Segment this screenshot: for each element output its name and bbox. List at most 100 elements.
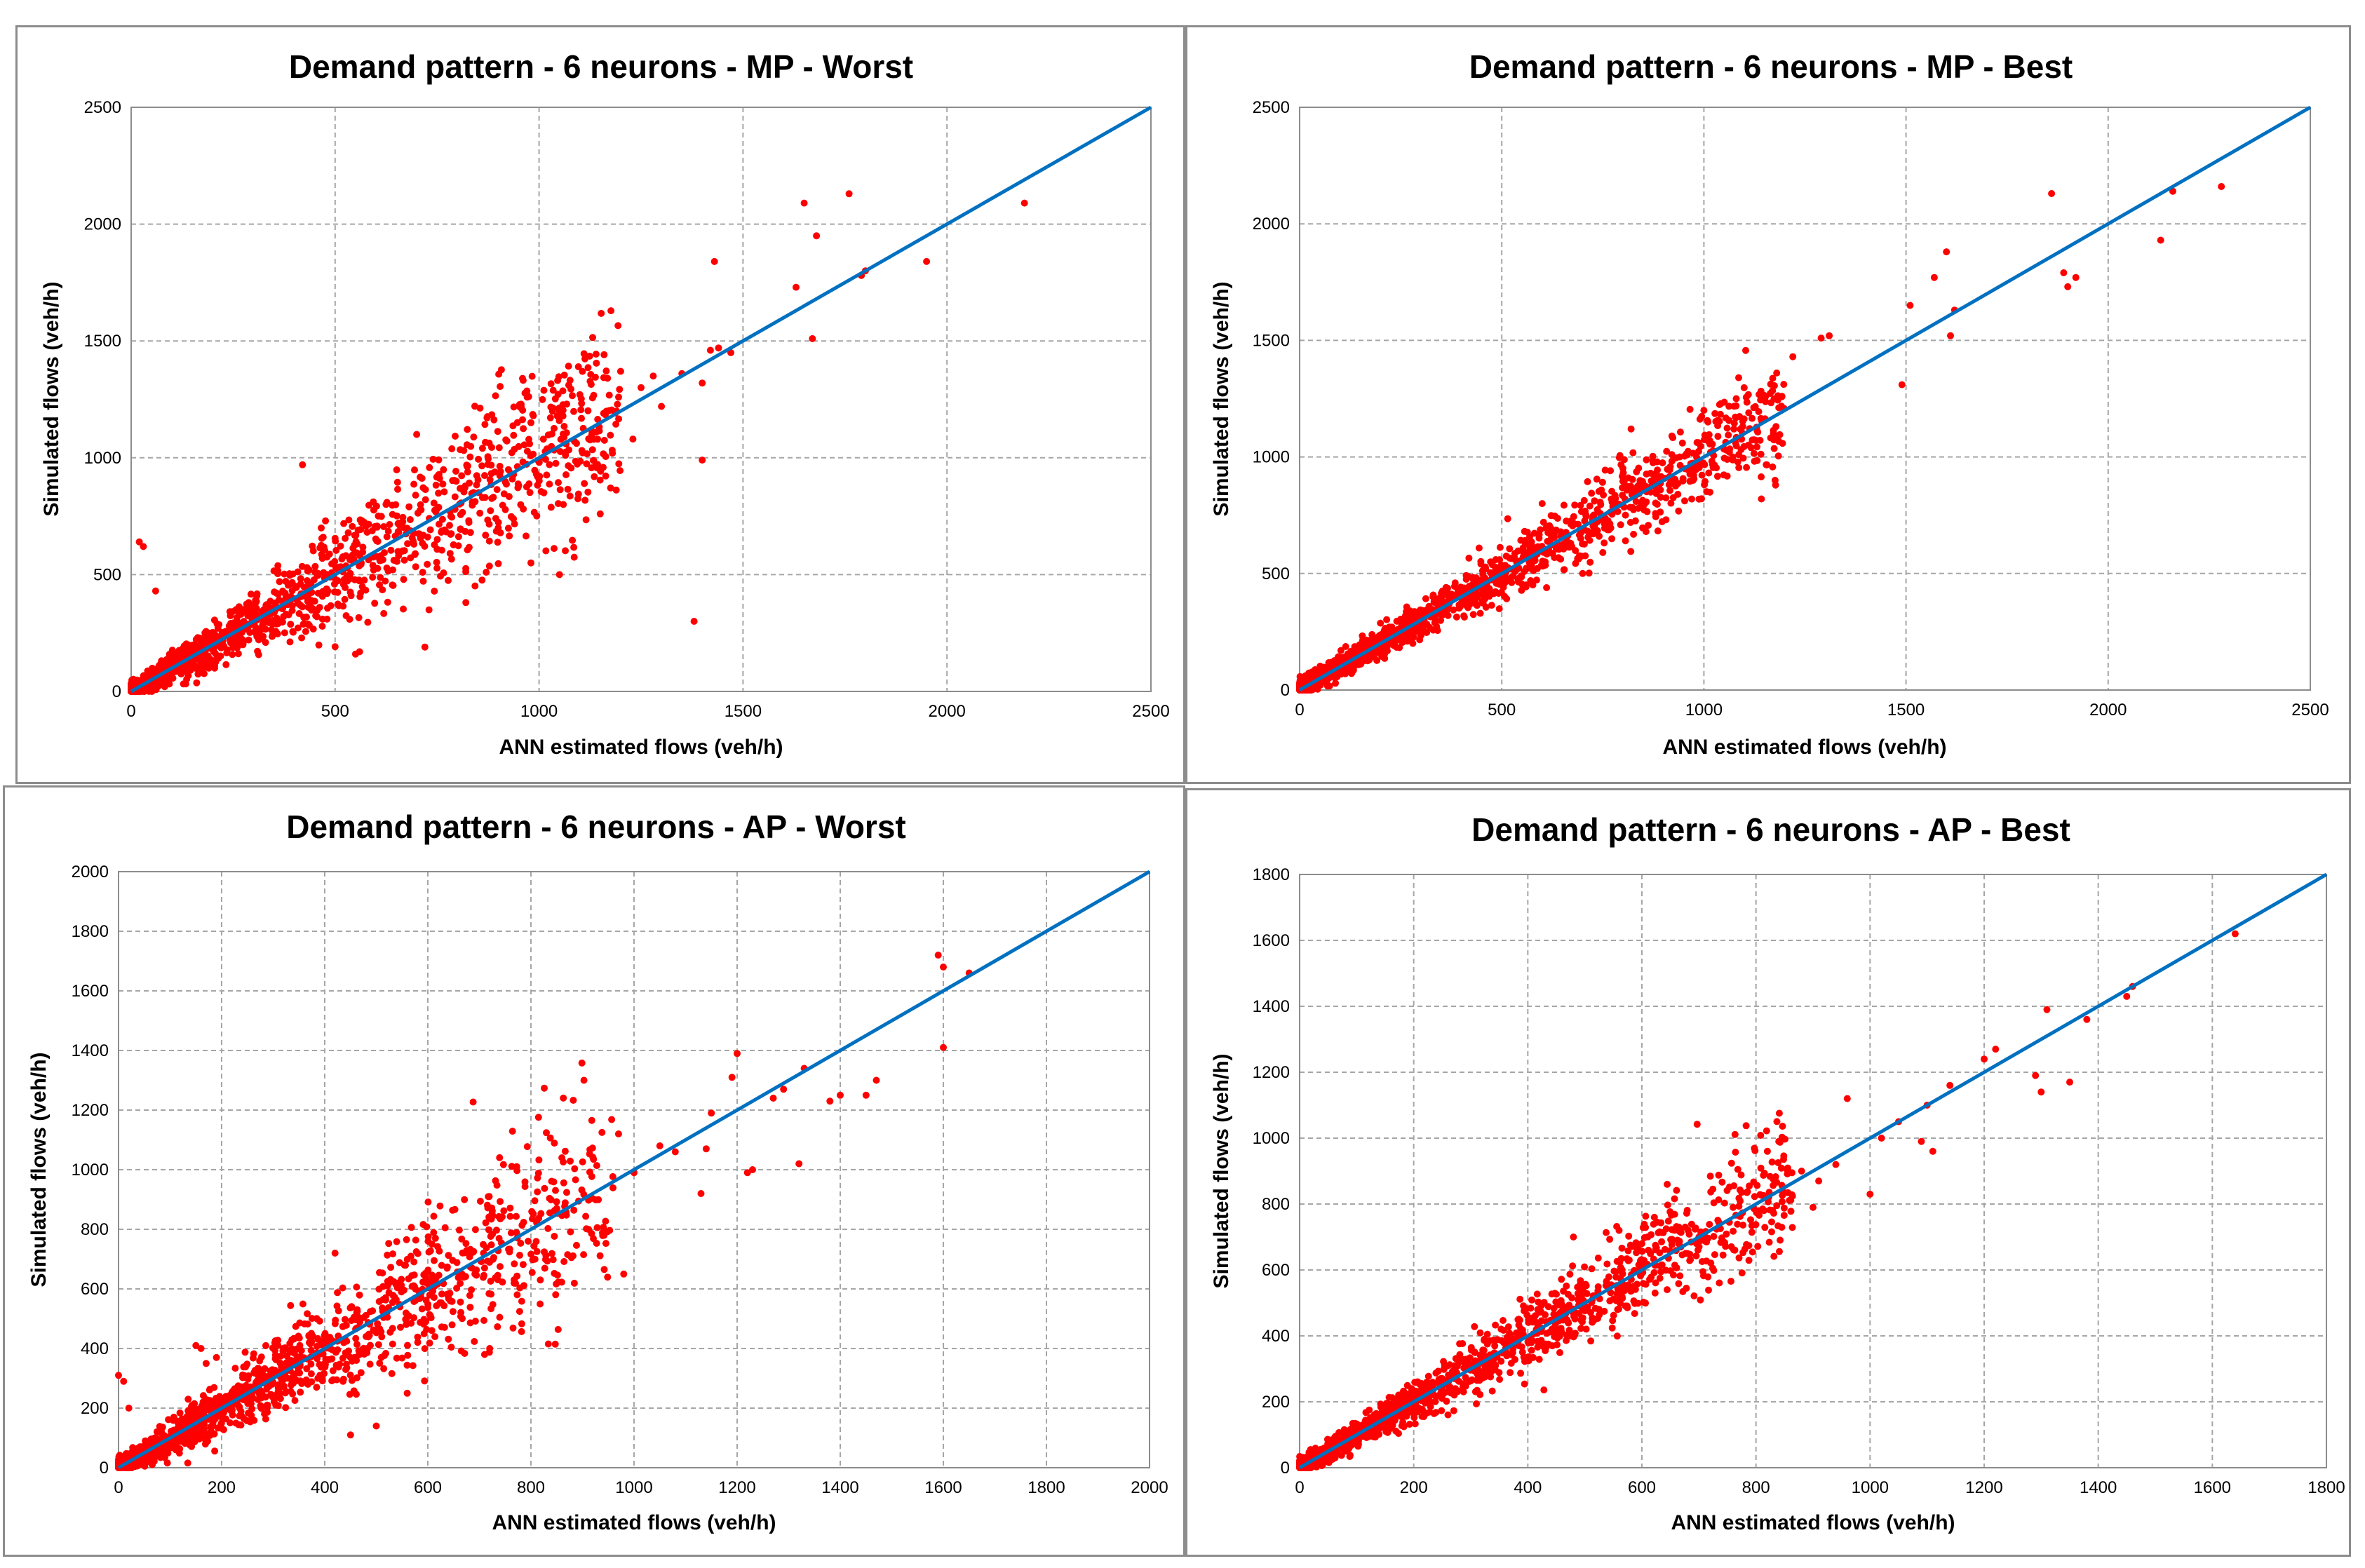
scatter-point — [569, 392, 576, 400]
scatter-point — [263, 1401, 271, 1409]
x-axis-label: ANN estimated flows (veh/h) — [492, 1511, 776, 1534]
scatter-point — [541, 1248, 548, 1256]
scatter-point — [322, 1356, 330, 1363]
scatter-point — [2048, 190, 2056, 197]
scatter-point — [457, 525, 464, 533]
scatter-point — [499, 1278, 506, 1286]
scatter-point — [554, 377, 562, 384]
scatter-point — [410, 1258, 418, 1266]
scatter-point — [457, 1298, 464, 1306]
scatter-point — [1519, 544, 1527, 552]
scatter-point — [311, 597, 318, 605]
scatter-point — [607, 484, 614, 492]
scatter-point — [153, 1428, 161, 1435]
scatter-point — [422, 1317, 430, 1325]
scatter-point — [1469, 581, 1476, 589]
scatter-point — [193, 679, 201, 687]
y-tick-label: 2500 — [1253, 98, 1290, 117]
scatter-point — [299, 461, 306, 468]
scatter-point — [1437, 595, 1445, 603]
scatter-point — [507, 513, 515, 520]
chart-panel-mp-worst: Demand pattern - 6 neurons - MP - Worst … — [15, 25, 1185, 784]
scatter-point — [1556, 1349, 1563, 1356]
scatter-point — [588, 446, 596, 454]
scatter-point — [585, 1226, 593, 1234]
scatter-point — [478, 445, 486, 452]
scatter-point — [117, 1457, 125, 1464]
scatter-point — [195, 663, 203, 670]
scatter-point — [313, 1315, 321, 1323]
scatter-point — [1740, 384, 1748, 391]
scatter-point — [607, 307, 615, 315]
scatter-point — [467, 442, 475, 450]
scatter-point — [1571, 501, 1579, 509]
plot-area-frame — [130, 107, 1152, 692]
scatter-point — [547, 1196, 555, 1203]
scatter-point — [1674, 480, 1682, 487]
scatter-point — [239, 1372, 247, 1380]
scatter-point — [297, 575, 304, 583]
scatter-point — [469, 1098, 477, 1106]
scatter-point — [534, 1188, 541, 1196]
scatter-point — [564, 1251, 572, 1259]
x-tick-label: 2500 — [1132, 702, 1169, 721]
scatter-point — [548, 407, 556, 415]
chart-panel-mp-best: Demand pattern - 6 neurons - MP - Best A… — [1185, 25, 2351, 784]
scatter-point — [539, 435, 547, 443]
scatter-point — [279, 1347, 287, 1355]
scatter-point — [457, 1280, 464, 1287]
y-tick-label: 0 — [100, 1459, 109, 1478]
scatter-point — [362, 1311, 370, 1319]
scatter-point — [481, 421, 489, 428]
scatter-point — [462, 599, 470, 607]
scatter-point — [589, 1154, 597, 1161]
scatter-point — [1774, 452, 1782, 460]
scatter-point — [1570, 513, 1577, 520]
scatter-point — [338, 555, 346, 563]
scatter-point — [318, 541, 325, 549]
scatter-point — [150, 1457, 158, 1465]
scatter-point — [154, 1452, 162, 1460]
scatter-point — [1698, 412, 1706, 420]
scatter-point — [372, 502, 380, 510]
scatter-point — [295, 1334, 303, 1342]
scatter-point — [452, 433, 459, 440]
scatter-point — [608, 1116, 616, 1123]
scatter-point — [343, 1364, 351, 1372]
scatter-point — [1604, 517, 1612, 525]
scatter-point — [1773, 1118, 1781, 1126]
scatter-point — [454, 533, 462, 541]
scatter-point — [1569, 522, 1577, 529]
scatter-point — [596, 476, 604, 484]
scatter-point — [404, 540, 412, 548]
scatter-point — [560, 1094, 567, 1102]
scatter-point — [506, 1204, 514, 1212]
scatter-point — [447, 513, 454, 520]
scatter-point — [1495, 605, 1503, 613]
scatter-point — [1497, 588, 1505, 596]
scatter-point — [1705, 469, 1713, 477]
scatter-point — [308, 1330, 315, 1337]
scatter-point — [335, 1361, 342, 1369]
scatter-point — [1709, 464, 1717, 471]
scatter-point — [629, 435, 637, 443]
scatter-point — [351, 1316, 359, 1323]
scatter-point — [519, 374, 526, 382]
scatter-point — [494, 518, 502, 526]
scatter-point — [346, 1431, 354, 1439]
scatter-point — [546, 480, 553, 488]
scatter-point — [1598, 478, 1606, 486]
scatter-point — [519, 458, 527, 466]
scatter-point — [1601, 539, 1608, 547]
scatter-point — [1417, 629, 1425, 637]
x-tick-label: 1000 — [520, 702, 558, 721]
scatter-point — [471, 1226, 479, 1234]
scatter-point — [1479, 570, 1487, 578]
scatter-point — [299, 1300, 306, 1308]
scatter-point — [579, 367, 586, 375]
scatter-point — [1676, 453, 1683, 461]
scatter-point — [544, 1224, 552, 1232]
scatter-point — [1552, 526, 1560, 534]
scatter-point — [395, 552, 403, 560]
scatter-point — [1469, 574, 1477, 581]
